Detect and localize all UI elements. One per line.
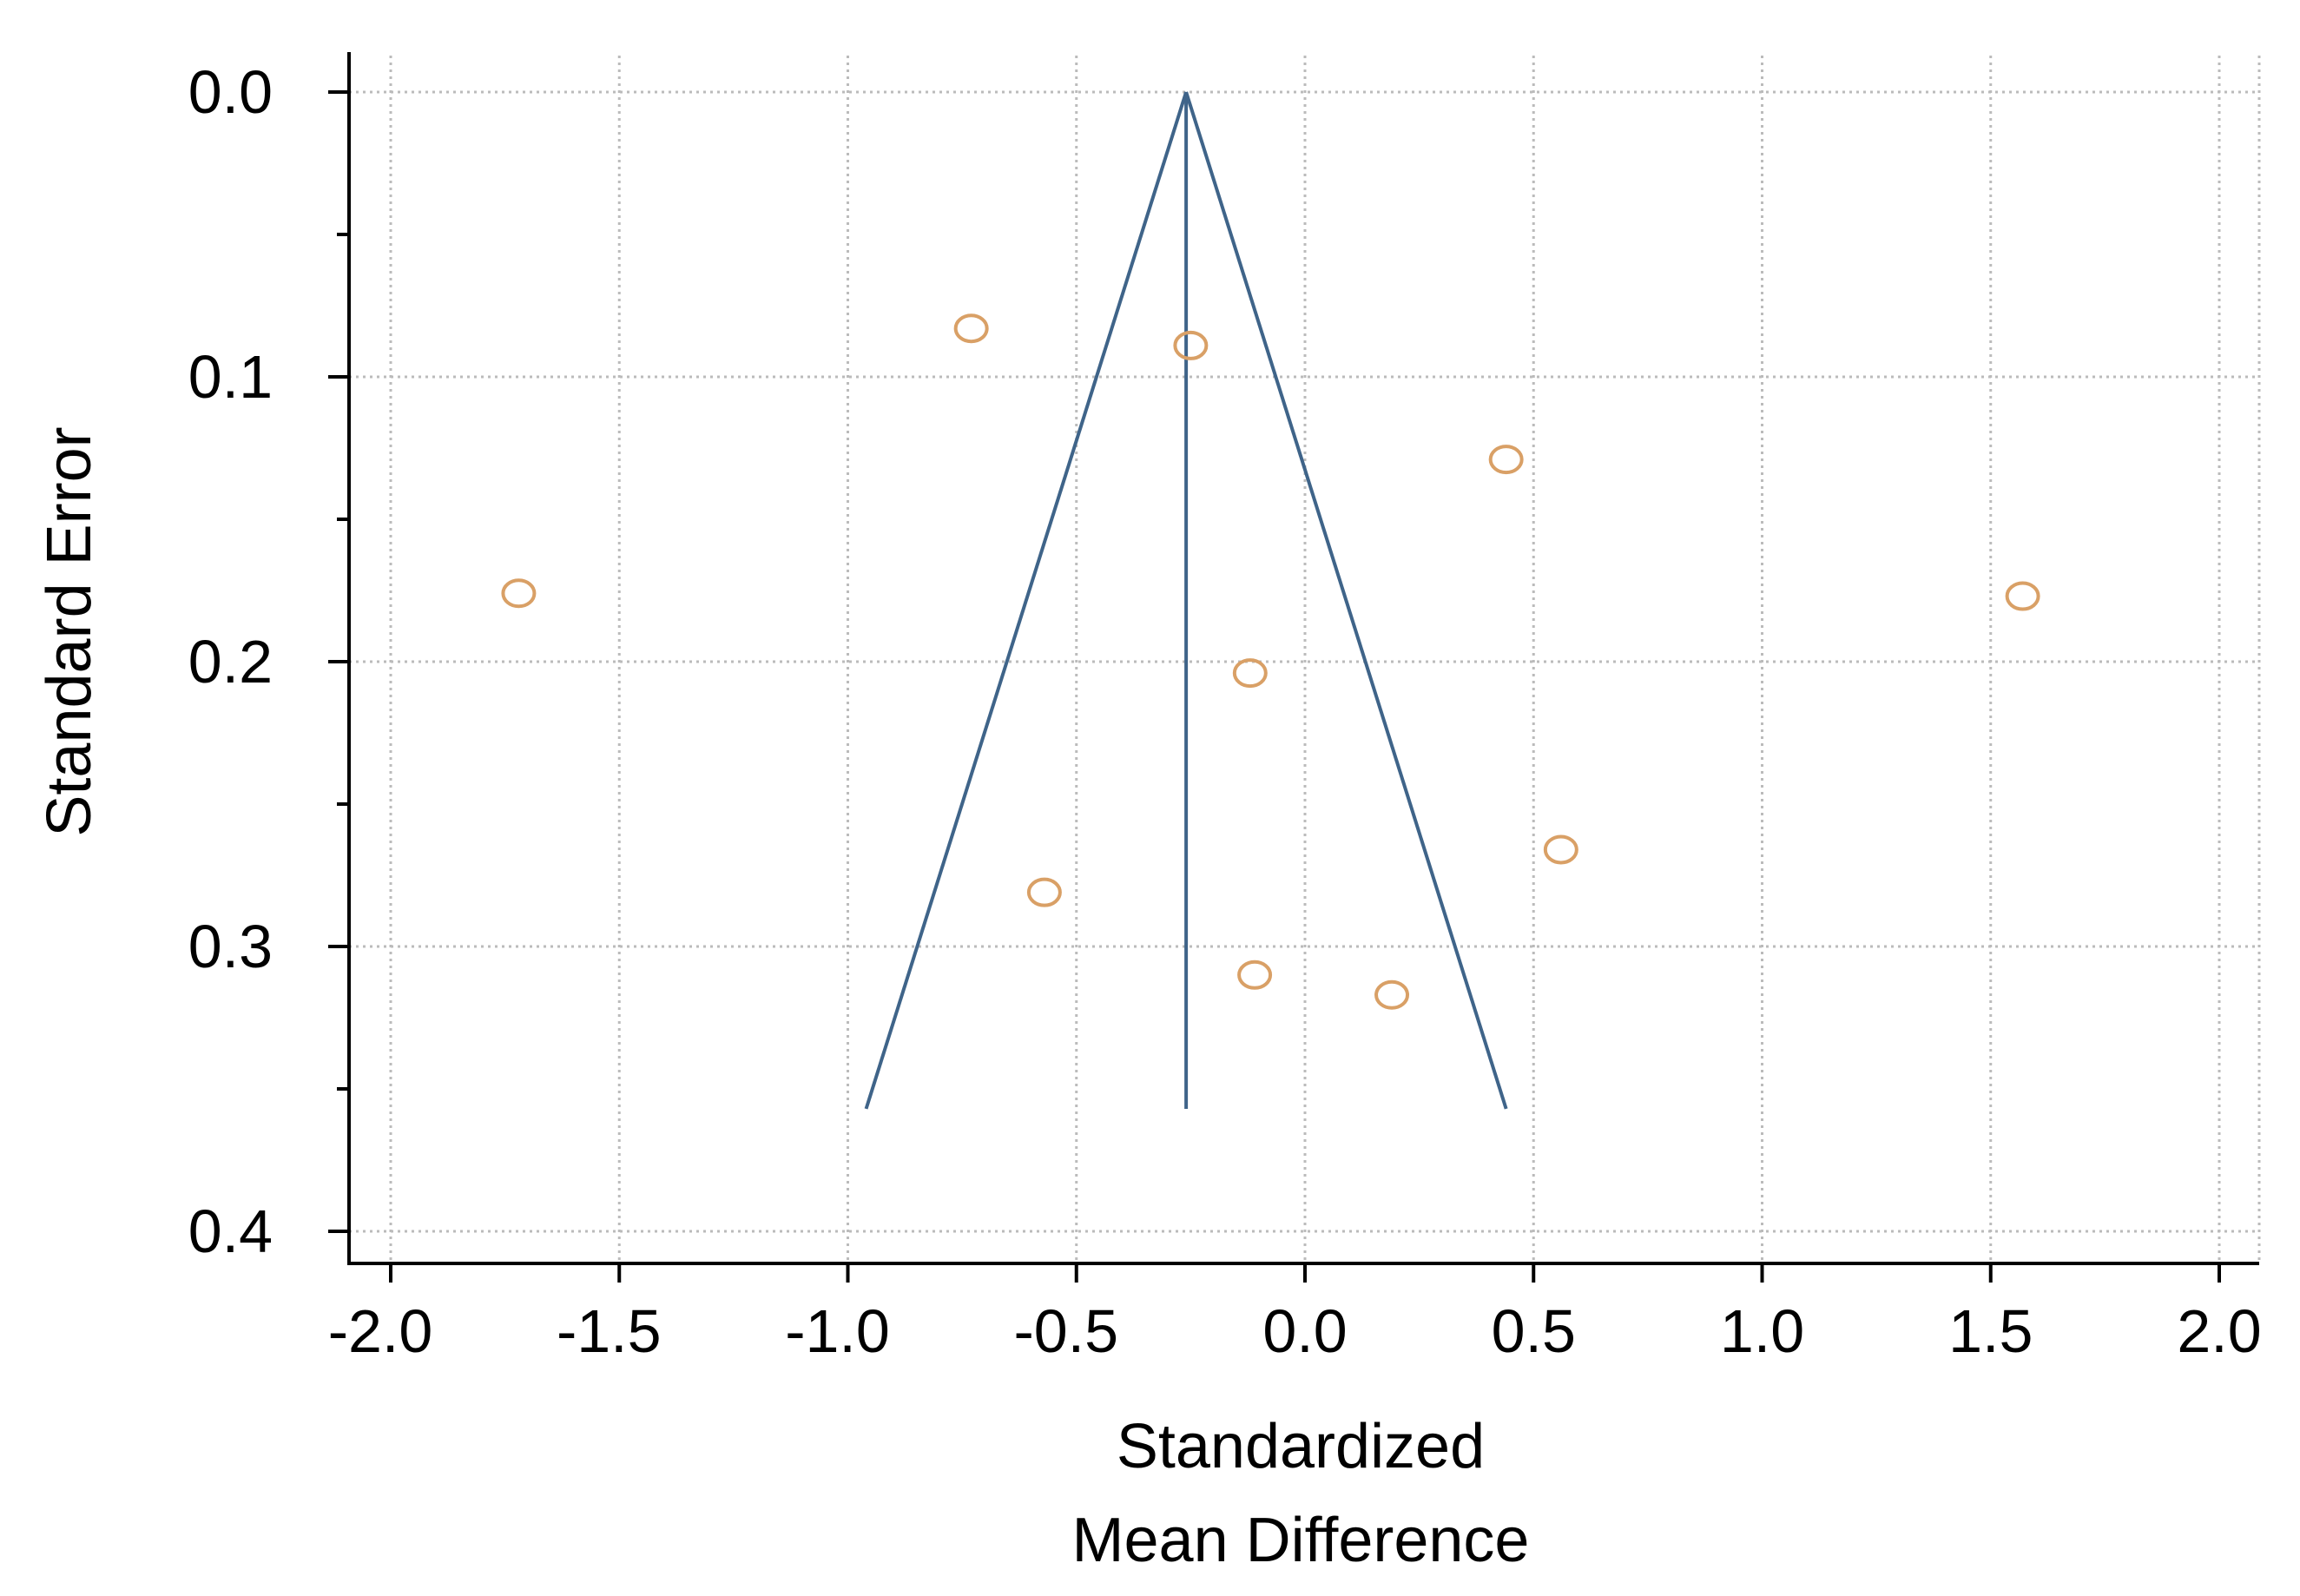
study-point-5 xyxy=(1232,658,1268,689)
y-tick-label-4: 0.4 xyxy=(188,1197,273,1265)
x-tick-label-8: 2.0 xyxy=(2177,1297,2261,1365)
y-axis-title: Standard Error xyxy=(35,426,104,836)
x-tick-label-1: -1.5 xyxy=(557,1297,662,1365)
x-tick-label-4: 0.0 xyxy=(1262,1297,1347,1365)
study-point-6 xyxy=(1543,834,1578,865)
x-tick-label-2: -1.0 xyxy=(785,1297,890,1365)
x-tick-label-7: 1.5 xyxy=(1948,1297,2033,1365)
grid-lines xyxy=(349,56,2261,1263)
study-points xyxy=(501,313,2040,1010)
funnel-right-line xyxy=(1184,91,1508,1110)
x-tick-label-3: -0.5 xyxy=(1013,1297,1118,1365)
axis-titles: Standard Error Standardized Mean Differe… xyxy=(35,426,1529,1575)
x-axis-title-line-2: Mean Difference xyxy=(1072,1506,1530,1575)
study-point-9 xyxy=(1374,979,1410,1010)
study-point-2 xyxy=(1488,445,1524,475)
y-tick-label-2: 0.2 xyxy=(188,628,273,696)
study-point-8 xyxy=(1237,960,1273,990)
axes xyxy=(347,52,2259,1265)
x-tick-label-0: -2.0 xyxy=(328,1297,433,1365)
study-point-4 xyxy=(2005,581,2040,611)
funnel-lines xyxy=(864,91,1508,1110)
x-axis-title-line-1: Standardized xyxy=(1117,1412,1485,1481)
study-point-0 xyxy=(953,313,989,344)
x-tick-label-6: 1.0 xyxy=(1720,1297,1804,1365)
y-tick-label-0: 0.0 xyxy=(188,58,273,126)
x-axis-ticks: -2.0 -1.5 -1.0 -0.5 0.0 0.5 1.0 1.5 2.0 xyxy=(328,1263,2262,1365)
study-point-1 xyxy=(1173,330,1209,360)
y-axis-ticks: 0.0 0.1 0.2 0.3 0.4 xyxy=(188,58,349,1265)
x-tick-label-5: 0.5 xyxy=(1492,1297,1576,1365)
study-point-3 xyxy=(501,578,537,609)
funnel-left-line xyxy=(864,91,1189,1110)
y-tick-label-1: 0.1 xyxy=(188,343,273,411)
study-point-7 xyxy=(1026,877,1062,907)
y-tick-label-3: 0.3 xyxy=(188,913,273,980)
